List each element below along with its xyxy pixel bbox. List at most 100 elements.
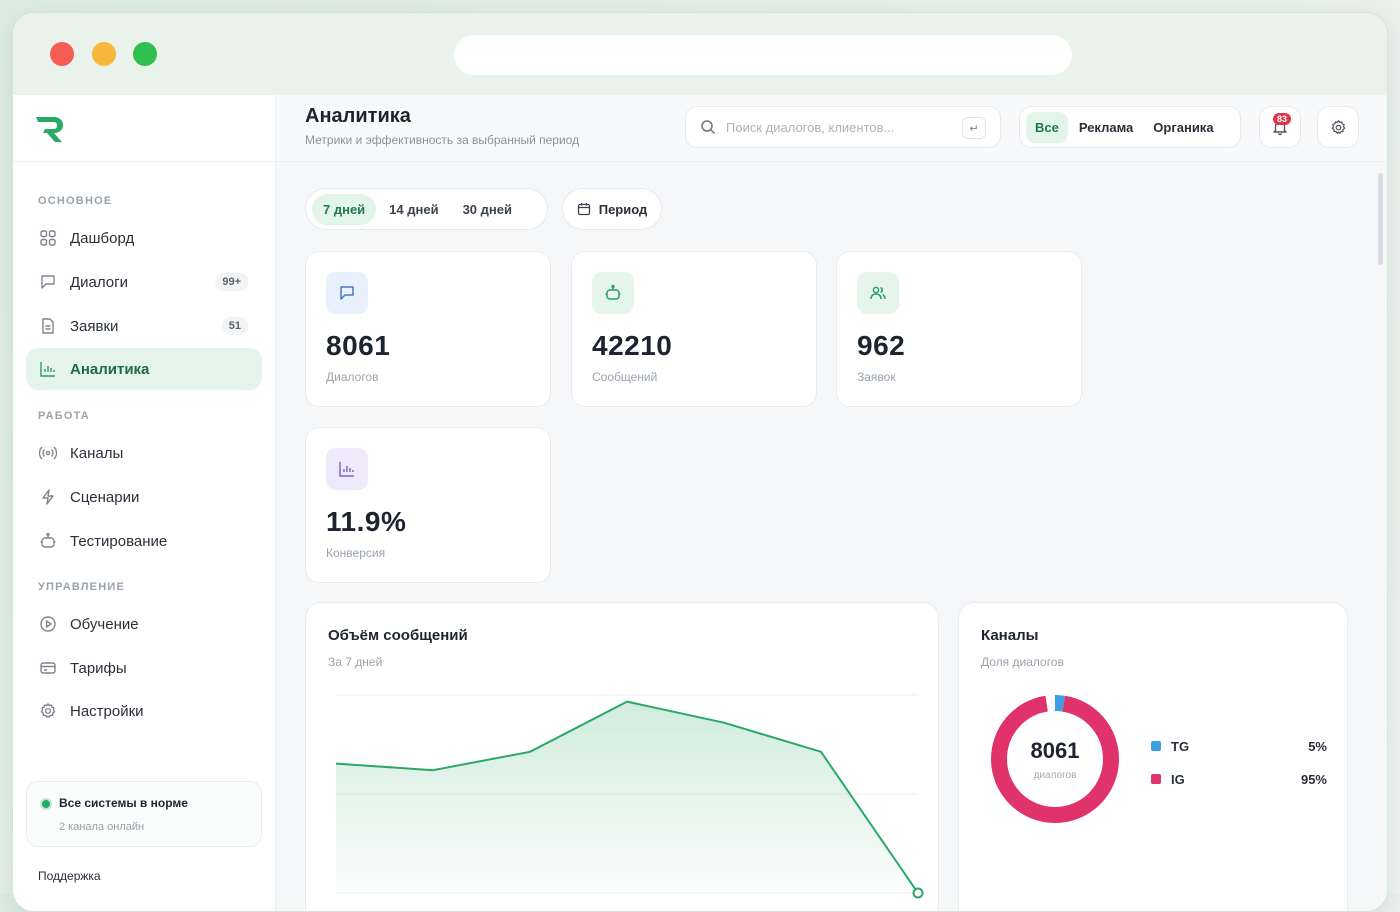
grid-icon [38,228,58,248]
kpi-card-dialogs[interactable]: 8061 Диалогов [305,251,551,407]
kpi-value: 8061 [326,330,390,362]
legend-name: TG [1171,739,1189,754]
channels-card: Каналы Доля диалогов 8061 диалогов TG 5%… [958,602,1348,912]
sidebar-item-pricing[interactable]: Тарифы [26,647,262,689]
broadcast-icon [38,443,58,463]
chat-icon [326,272,368,314]
calendar-icon [577,202,591,216]
legend-item-ig[interactable]: IG 95% [1151,769,1327,789]
sidebar-item-training[interactable]: Обучение [26,603,262,645]
sidebar-item-label: Тестирование [70,533,167,550]
app: ОСНОВНОЕ Дашборд Диалоги 99+ Заявки 51 [13,95,1387,911]
legend-swatch [1151,774,1161,784]
sidebar-item-label: Аналитика [70,361,149,378]
filter-all[interactable]: Все [1026,112,1068,143]
date-range-selector: 7 дней 14 дней 30 дней [305,188,548,230]
sidebar-item-dialogs[interactable]: Диалоги 99+ [26,261,262,303]
lightning-icon [38,487,58,507]
range-7-days[interactable]: 7 дней [312,194,376,225]
gear-icon [38,701,58,721]
search-input[interactable]: Поиск диалогов, клиентов... ↵ [685,106,1001,148]
sidebar-item-label: Диалоги [70,274,128,291]
sidebar-item-requests[interactable]: Заявки 51 [26,305,262,347]
sidebar-item-dashboard[interactable]: Дашборд [26,217,262,259]
play-circle-icon [38,614,58,634]
sidebar-item-label: Сценарии [70,489,139,506]
count-badge: 51 [222,317,248,335]
filter-organic[interactable]: Органика [1144,112,1222,143]
messages-area-chart[interactable] [306,603,939,912]
donut-total: 8061 [999,738,1111,764]
sidebar-item-testing[interactable]: Тестирование [26,520,262,562]
minimize-window-button[interactable] [92,42,116,66]
status-online-indicator [40,798,52,810]
sidebar-item-analytics[interactable]: Аналитика [26,348,262,390]
system-status-card: Все системы в норме 2 канала онлайн [26,781,262,847]
kpi-value: 11.9% [326,506,406,538]
source-filter: Все Реклама Органика [1019,106,1241,148]
sidebar-item-settings[interactable]: Настройки [26,690,262,732]
legend-item-tg[interactable]: TG 5% [1151,736,1327,756]
kpi-label: Заявок [857,370,896,384]
legend-percent: 95% [1301,772,1327,787]
kpi-card-messages[interactable]: 42210 Сообщений [571,251,817,407]
address-bar[interactable] [454,35,1072,75]
messages-volume-card: Объём сообщений За 7 дней [305,602,939,912]
section-title-main: ОСНОВНОЕ [38,195,112,207]
enter-key-icon[interactable]: ↵ [962,117,986,139]
sidebar: ОСНОВНОЕ Дашборд Диалоги 99+ Заявки 51 [13,95,276,911]
custom-period-button[interactable]: Период [562,188,662,230]
kpi-label: Конверсия [326,546,385,560]
sidebar-item-label: Дашборд [70,230,134,247]
kpi-value: 42210 [592,330,672,362]
page-scrollbar[interactable] [1378,173,1383,265]
support-link[interactable]: Поддержка [38,869,101,883]
sidebar-item-label: Каналы [70,445,123,462]
filter-ads[interactable]: Реклама [1070,112,1142,143]
sidebar-item-channels[interactable]: Каналы [26,432,262,474]
maximize-window-button[interactable] [133,42,157,66]
title-bar [13,13,1387,95]
legend-percent: 5% [1308,739,1327,754]
bot-icon [592,272,634,314]
kpi-card-conversion[interactable]: 11.9% Конверсия [305,427,551,583]
section-title-work: РАБОТА [38,410,90,422]
status-subtitle: 2 канала онлайн [59,821,144,833]
period-label: Период [599,202,648,217]
app-logo[interactable] [32,112,66,146]
kpi-label: Диалогов [326,370,378,384]
document-icon [38,316,58,336]
notifications-button[interactable]: 83 [1259,106,1301,148]
settings-button[interactable] [1317,106,1359,148]
sidebar-item-scenarios[interactable]: Сценарии [26,476,262,518]
notification-count-badge: 83 [1273,113,1291,125]
chat-icon [38,272,58,292]
bar-chart-icon [38,359,58,379]
range-14-days[interactable]: 14 дней [378,194,449,225]
donut-total-label: диалогов [999,770,1111,781]
status-title: Все системы в норме [59,796,188,810]
kpi-card-requests[interactable]: 962 Заявок [836,251,1082,407]
legend-name: IG [1171,772,1185,787]
legend-swatch [1151,741,1161,751]
bot-icon [38,531,58,551]
gear-icon [1330,119,1347,136]
close-window-button[interactable] [50,42,74,66]
kpi-value: 962 [857,330,905,362]
page-subtitle: Метрики и эффективность за выбранный пер… [305,133,579,147]
page-header: Аналитика Метрики и эффективность за выб… [276,95,1387,162]
channels-title: Каналы [981,627,1038,644]
bar-chart-icon [326,448,368,490]
card-icon [38,658,58,678]
count-badge: 99+ [215,273,248,291]
page-title: Аналитика [305,105,411,128]
data-point[interactable] [914,889,923,898]
search-icon [700,119,716,135]
channels-subtitle: Доля диалогов [981,655,1064,669]
users-icon [857,272,899,314]
range-30-days[interactable]: 30 дней [452,194,523,225]
sidebar-item-label: Обучение [70,616,139,633]
sidebar-item-label: Заявки [70,318,118,335]
sidebar-item-label: Настройки [70,703,144,720]
browser-window: ОСНОВНОЕ Дашборд Диалоги 99+ Заявки 51 [12,12,1388,912]
